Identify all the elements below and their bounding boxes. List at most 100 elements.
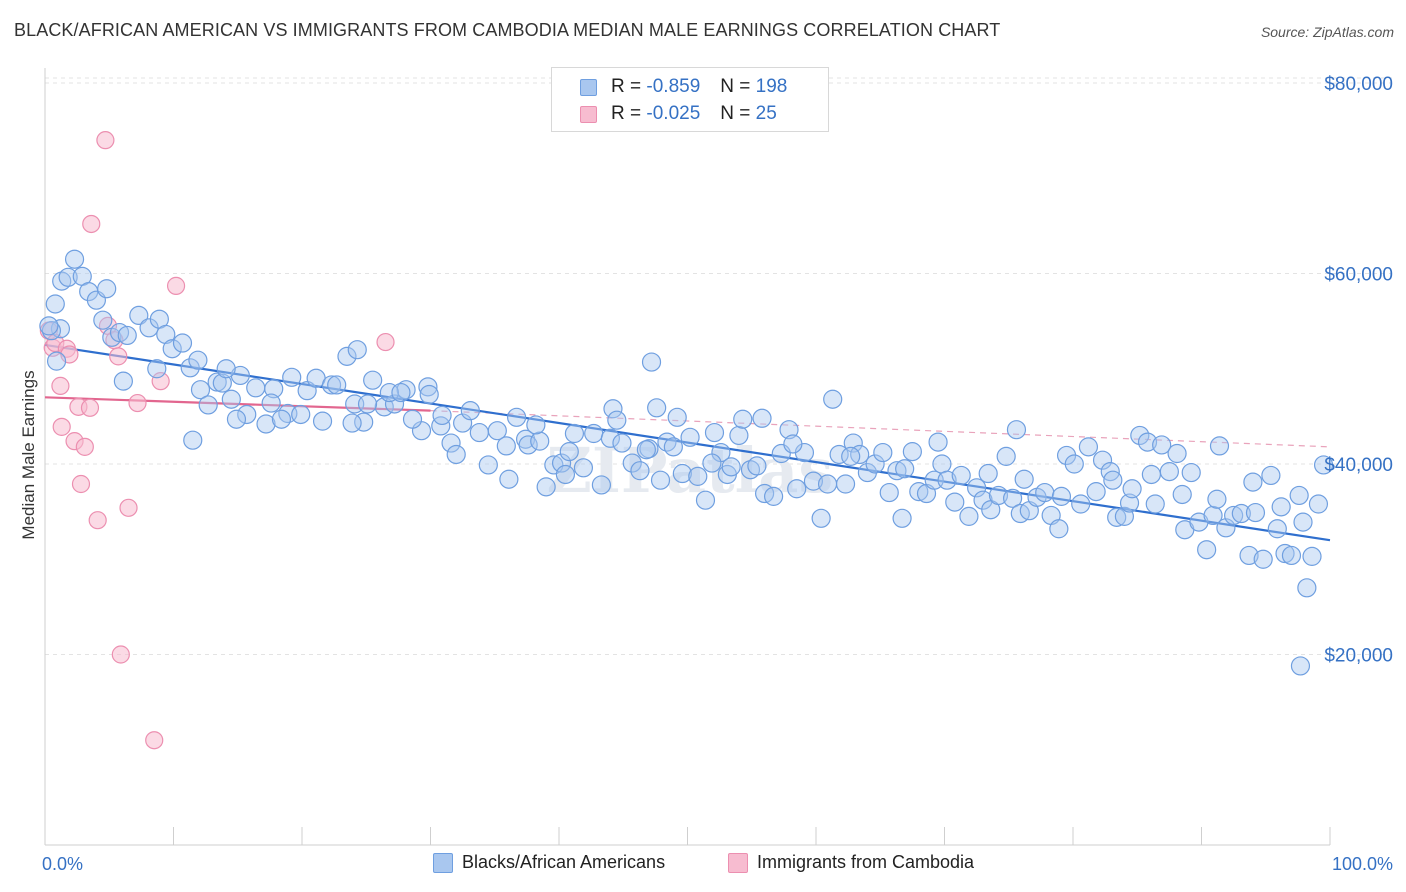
data-point	[80, 398, 100, 417]
data-point	[667, 407, 687, 427]
stats-row-black: R = -0.859 N = 198	[580, 74, 787, 100]
data-point	[721, 457, 741, 477]
data-point	[551, 453, 572, 473]
data-point	[39, 316, 59, 336]
data-point	[1064, 454, 1084, 474]
data-point	[347, 340, 367, 360]
trend-line-black	[44, 343, 1331, 542]
data-point	[109, 347, 128, 366]
data-point	[190, 380, 211, 400]
data-point	[1078, 437, 1099, 457]
data-point	[97, 279, 117, 299]
data-point	[733, 409, 753, 429]
data-point	[937, 470, 957, 490]
data-point	[1137, 432, 1158, 452]
data-point	[51, 376, 70, 395]
data-point	[291, 404, 311, 425]
data-point	[113, 371, 133, 391]
data-point	[1261, 465, 1281, 486]
data-point	[841, 446, 861, 466]
data-point	[945, 492, 965, 512]
data-point	[391, 382, 411, 403]
data-point	[959, 506, 979, 526]
data-point	[1130, 425, 1150, 446]
data-point	[612, 433, 632, 453]
data-point	[75, 437, 94, 456]
data-point	[264, 379, 284, 399]
data-point	[702, 453, 722, 473]
data-point	[526, 415, 546, 435]
data-point	[237, 404, 257, 425]
data-point	[817, 474, 838, 494]
data-point	[379, 382, 399, 403]
data-point	[1203, 505, 1223, 526]
trend-line-cambodia	[44, 396, 431, 412]
n-label: N =	[720, 76, 751, 97]
data-point	[1141, 464, 1161, 485]
data-point	[337, 346, 357, 366]
data-point	[129, 305, 149, 326]
data-point	[973, 490, 993, 510]
data-point	[1035, 482, 1055, 503]
data-point	[879, 482, 899, 503]
data-point	[418, 377, 438, 397]
data-point	[506, 407, 527, 427]
data-point	[1197, 540, 1217, 560]
data-point	[151, 372, 170, 391]
gridlines	[45, 77, 1392, 655]
data-point	[1051, 486, 1072, 506]
data-point	[441, 433, 461, 453]
data-point	[221, 389, 241, 409]
data-point	[1289, 485, 1309, 506]
data-point	[357, 394, 378, 414]
data-point	[680, 427, 700, 447]
chart-title: BLACK/AFRICAN AMERICAN VS IMMIGRANTS FRO…	[14, 20, 1001, 40]
data-point	[967, 478, 987, 498]
data-point	[64, 249, 85, 269]
data-point	[1231, 503, 1251, 524]
data-point	[96, 131, 115, 150]
data-point	[1207, 489, 1227, 509]
y-tick-label: $40,000	[1324, 455, 1393, 476]
n-value: 25	[755, 103, 777, 124]
data-point	[45, 294, 65, 314]
data-point	[162, 339, 182, 359]
data-point	[1245, 502, 1266, 523]
data-point	[1239, 545, 1259, 566]
data-point	[376, 332, 395, 352]
data-point	[432, 405, 452, 426]
data-point	[536, 477, 556, 497]
data-point	[147, 359, 167, 379]
r-label: R =	[611, 76, 642, 97]
data-point	[729, 425, 749, 446]
data-point	[487, 421, 507, 441]
data-point	[226, 409, 247, 429]
data-point	[887, 461, 907, 481]
data-point	[895, 459, 915, 479]
n-value: 198	[755, 76, 788, 97]
data-point	[1172, 484, 1192, 505]
data-point	[704, 422, 725, 443]
data-point	[630, 461, 650, 481]
data-point	[82, 214, 101, 234]
r-value: -0.025	[646, 103, 701, 124]
data-point	[928, 432, 948, 452]
data-point	[1152, 435, 1172, 455]
data-point	[460, 401, 480, 421]
data-point	[172, 333, 193, 353]
y-tick-label: $20,000	[1324, 646, 1393, 667]
data-point	[58, 267, 78, 287]
data-point	[647, 398, 667, 418]
data-point	[156, 324, 176, 345]
data-point	[1224, 505, 1244, 526]
data-point	[1092, 450, 1113, 470]
data-point	[932, 454, 952, 474]
y-tick-label: $60,000	[1324, 265, 1393, 286]
data-point	[779, 420, 799, 440]
data-point	[145, 731, 164, 750]
data-point	[117, 325, 137, 346]
data-point	[892, 508, 912, 528]
data-point	[180, 358, 200, 378]
data-point	[128, 393, 147, 413]
trend-line-cambodia-extension	[430, 410, 1331, 448]
